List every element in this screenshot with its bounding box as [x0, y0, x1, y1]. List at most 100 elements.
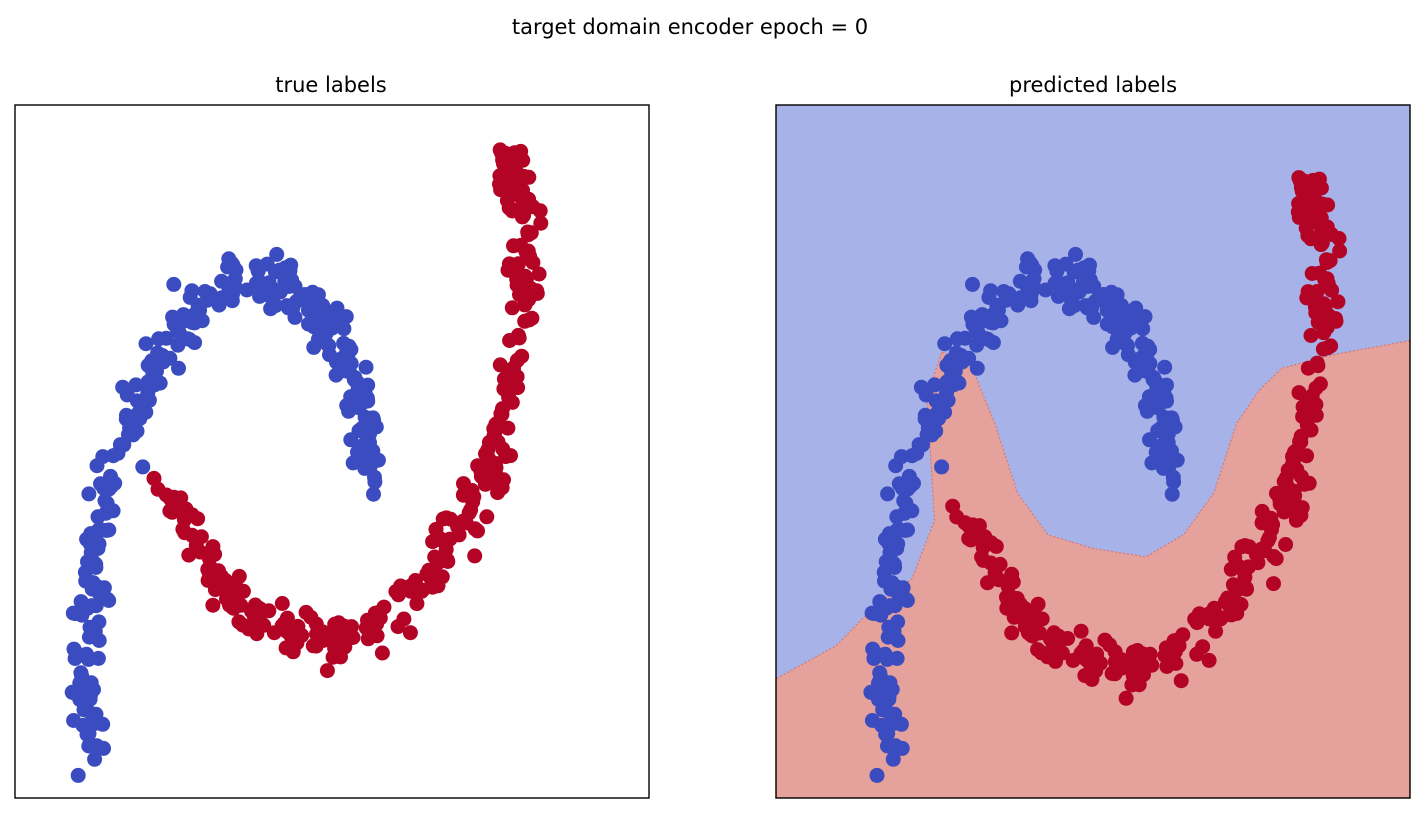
point-class-1	[274, 596, 290, 611]
point-class-0	[170, 337, 186, 353]
point-class-0	[929, 405, 945, 421]
point-class-1	[1320, 340, 1336, 356]
point-class-0	[934, 459, 950, 475]
point-class-1	[319, 663, 335, 679]
point-class-1	[1264, 522, 1279, 538]
point-class-0	[214, 290, 230, 306]
point-class-0	[74, 668, 90, 684]
point-class-1	[1238, 580, 1254, 596]
point-class-1	[1311, 209, 1327, 224]
figure-suptitle: target domain encoder epoch = 0	[512, 15, 868, 39]
point-class-1	[1012, 596, 1028, 612]
point-class-0	[888, 458, 904, 474]
point-class-0	[898, 591, 914, 607]
point-class-0	[969, 360, 985, 376]
point-class-0	[292, 290, 308, 306]
point-class-0	[1013, 290, 1029, 306]
point-class-0	[918, 387, 934, 403]
point-class-1	[498, 449, 514, 465]
point-class-0	[226, 273, 241, 289]
point-class-1	[1223, 607, 1239, 623]
point-class-1	[390, 587, 406, 603]
point-class-0	[1157, 359, 1173, 375]
point-class-1	[425, 579, 440, 595]
point-class-0	[981, 289, 997, 305]
point-class-0	[81, 629, 97, 645]
point-class-0	[882, 545, 898, 561]
point-class-1	[1125, 649, 1141, 665]
point-class-0	[957, 330, 973, 346]
point-class-1	[1276, 474, 1292, 489]
point-class-1	[1263, 510, 1279, 526]
point-class-1	[1321, 308, 1337, 324]
point-class-1	[1233, 560, 1248, 576]
point-class-0	[1068, 246, 1083, 262]
point-class-1	[492, 357, 508, 373]
point-class-0	[90, 509, 106, 525]
point-class-1	[1332, 243, 1348, 259]
point-class-1	[1201, 606, 1217, 622]
point-class-1	[1308, 305, 1324, 321]
point-class-1	[522, 280, 538, 296]
point-class-0	[880, 486, 896, 502]
point-class-0	[79, 531, 95, 547]
point-class-0	[101, 522, 117, 538]
point-class-0	[96, 580, 112, 596]
point-class-1	[1288, 443, 1304, 459]
point-class-0	[83, 545, 99, 561]
point-class-0	[300, 302, 316, 318]
point-class-0	[337, 347, 353, 363]
point-class-1	[177, 525, 193, 541]
point-class-1	[1169, 632, 1185, 648]
point-class-0	[279, 264, 295, 280]
point-class-0	[158, 330, 174, 346]
point-class-0	[1164, 486, 1180, 502]
point-class-1	[1296, 476, 1312, 492]
point-class-0	[1012, 273, 1028, 289]
point-class-1	[370, 605, 386, 621]
point-class-1	[1107, 644, 1123, 660]
point-class-0	[329, 300, 345, 316]
axes-frame-predicted	[775, 104, 1411, 799]
point-class-1	[510, 327, 526, 343]
point-class-0	[87, 751, 103, 767]
point-class-0	[954, 354, 969, 370]
point-class-1	[1278, 537, 1294, 552]
point-class-0	[900, 522, 915, 538]
point-class-1	[226, 600, 242, 616]
point-class-0	[202, 286, 218, 302]
point-class-1	[508, 146, 524, 162]
point-class-0	[100, 591, 115, 607]
point-class-0	[1063, 291, 1079, 306]
point-class-1	[327, 621, 342, 637]
point-class-0	[310, 287, 326, 303]
point-class-0	[883, 581, 899, 597]
point-class-0	[1105, 339, 1121, 355]
point-class-1	[488, 466, 504, 482]
point-class-0	[1099, 302, 1115, 318]
point-class-1	[467, 548, 483, 564]
point-class-1	[512, 181, 528, 197]
point-class-0	[89, 458, 105, 474]
axes-title-true-labels: true labels	[275, 73, 387, 97]
point-class-1	[1201, 652, 1217, 668]
point-class-1	[533, 215, 549, 231]
point-class-1	[1189, 615, 1205, 631]
point-class-0	[214, 273, 230, 289]
point-class-1	[483, 434, 499, 450]
point-class-0	[343, 432, 359, 448]
point-class-1	[1319, 255, 1335, 270]
point-class-1	[1294, 183, 1310, 199]
point-class-1	[1125, 668, 1141, 684]
point-class-0	[239, 282, 255, 298]
point-class-1	[521, 312, 537, 328]
point-class-0	[866, 685, 882, 701]
point-class-1	[971, 518, 987, 534]
point-class-0	[1038, 282, 1054, 298]
point-class-1	[490, 415, 505, 431]
point-class-0	[135, 459, 151, 475]
point-class-1	[496, 156, 511, 172]
point-class-1	[438, 510, 454, 526]
point-class-1	[1320, 276, 1336, 292]
